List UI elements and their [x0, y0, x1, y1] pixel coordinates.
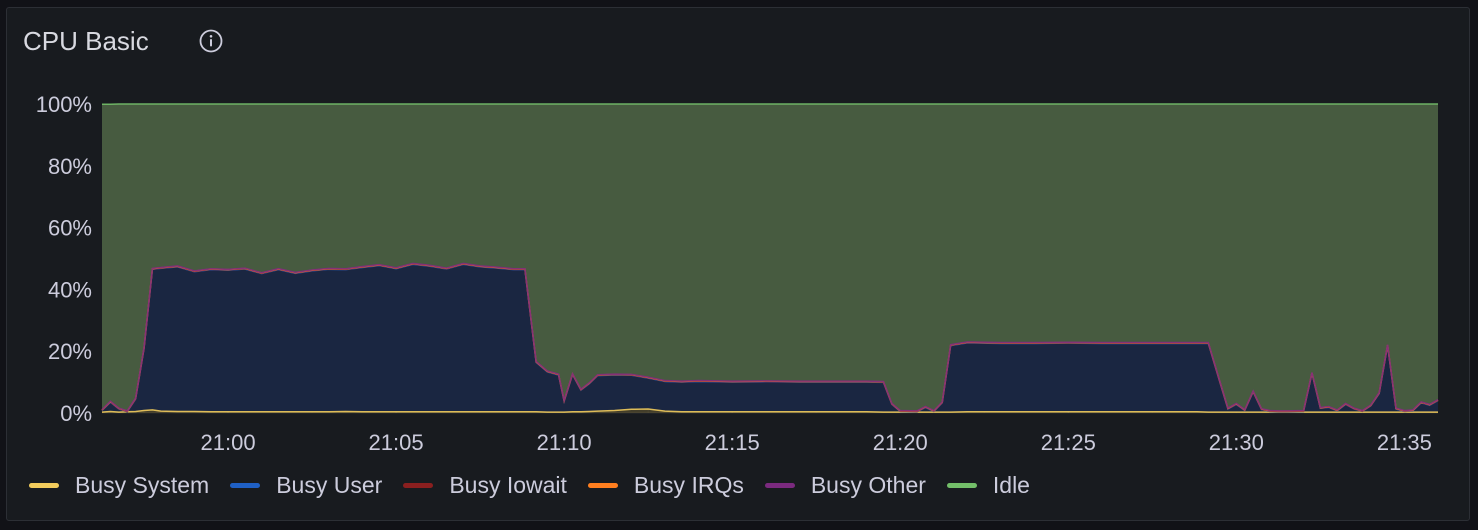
x-tick-label: 21:05 — [369, 430, 424, 455]
legend-item-idle[interactable]: Idle — [946, 472, 1030, 499]
legend-swatch — [29, 483, 59, 488]
line-busy-system — [101, 408, 1438, 413]
legend: Busy System Busy User Busy Iowait Busy IRQs… — [29, 472, 1051, 499]
legend-swatch — [587, 483, 618, 488]
legend-swatch — [946, 483, 977, 488]
line-busy-other — [101, 262, 1439, 412]
legend-swatch — [230, 483, 261, 488]
legend-label: Busy System — [75, 472, 210, 498]
legend-swatch — [764, 483, 795, 488]
y-tick-label: 60% — [48, 216, 92, 241]
legend-swatch — [403, 483, 434, 488]
x-tick-label: 21:30 — [1209, 430, 1264, 455]
area-idle — [102, 104, 1438, 411]
area-busy-user — [102, 264, 1438, 413]
legend-label: Busy IRQs — [633, 472, 744, 498]
series-lines — [101, 103, 1439, 413]
legend-item-busy-irqs[interactable]: Busy IRQs — [587, 472, 744, 499]
legend-label: Idle — [992, 472, 1030, 498]
x-tick-label: 21:15 — [705, 430, 760, 455]
x-tick-label: 21:35 — [1377, 430, 1432, 455]
legend-label: Busy Other — [810, 472, 926, 498]
cpu-stacked-area-chart: 0%20%40%60%80%100% 21:00 21:05 21:10 21:15 2… — [36, 92, 1439, 455]
legend-item-busy-system[interactable]: Busy System — [29, 472, 209, 499]
x-tick-label: 21:00 — [201, 430, 256, 455]
y-axis-ticks: 0% 20% 40% 60% 80% 100% — [36, 92, 92, 426]
info-circle-icon[interactable] — [199, 29, 223, 53]
series-areas — [102, 104, 1438, 413]
legend-item-busy-iowait[interactable]: Busy Iowait — [403, 472, 567, 499]
y-tick-label: 20% — [48, 339, 92, 364]
legend-item-busy-user[interactable]: Busy User — [230, 472, 382, 499]
x-tick-label: 21:25 — [1041, 430, 1096, 455]
panel-title: CPU Basic — [23, 26, 149, 56]
x-tick-label: 21:20 — [873, 430, 928, 455]
cpu-basic-panel: CPU Basic 0% 20% 40% 60% 80% 100% 21:00 21:05 2… — [6, 7, 1470, 521]
legend-item-busy-other[interactable]: Busy Other — [764, 472, 926, 499]
legend-label: Busy Iowait — [449, 472, 567, 498]
y-tick-label: 0% — [60, 401, 92, 426]
y-tick-label: 80% — [48, 154, 92, 179]
legend-label: Busy User — [276, 472, 383, 498]
x-axis-ticks: 21:00 21:05 21:10 21:15 21:20 21:25 21:30 21:35 — [201, 430, 1432, 455]
y-tick-label: 40% — [48, 277, 92, 302]
y-tick-label: 100% — [36, 92, 92, 117]
x-tick-label: 21:10 — [537, 430, 592, 455]
